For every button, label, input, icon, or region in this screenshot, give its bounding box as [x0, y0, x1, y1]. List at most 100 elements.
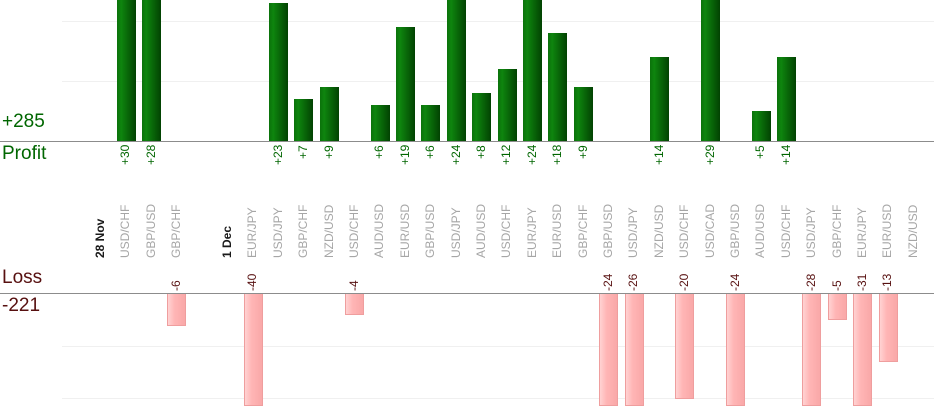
pair-label: AUD/USD — [753, 203, 768, 258]
loss-bar — [345, 294, 365, 315]
profit-value: +14 — [651, 145, 666, 166]
profit-bar — [446, 0, 466, 141]
profit-bar — [472, 93, 492, 141]
profit-bar — [548, 33, 568, 141]
profit-total: +285 — [2, 111, 45, 132]
profit-bar — [497, 69, 517, 141]
pair-label: USD/JPY — [270, 207, 285, 258]
pair-label: USD/CHF — [677, 204, 692, 258]
pair-label: NZD/USD — [905, 204, 920, 258]
profit-value: +6 — [372, 145, 387, 159]
profit-bar — [370, 105, 390, 141]
pair-label: USD/JPY — [626, 207, 641, 258]
pair-label: GBP/CHF — [169, 204, 184, 258]
date-label: 1 Dec — [220, 225, 234, 258]
profit-bar — [421, 105, 441, 141]
profit-bar — [116, 0, 136, 141]
loss-bar — [827, 294, 847, 321]
pair-label: EUR/JPY — [855, 207, 869, 258]
loss-bar — [599, 294, 619, 406]
profit-value: +9 — [575, 145, 590, 159]
pair-label: GBP/CHF — [829, 204, 844, 258]
profit-plot-area — [0, 0, 934, 141]
pair-label: EUR/USD — [397, 203, 412, 258]
loss-value: -5 — [829, 280, 844, 291]
profit-gridline — [62, 21, 934, 22]
pair-label: AUD/USD — [474, 203, 488, 258]
profit-bar — [319, 87, 339, 141]
pair-label: USD/CHF — [778, 204, 793, 258]
loss-gridline — [62, 398, 934, 399]
profit-bar — [269, 3, 288, 141]
profit-axis-line — [0, 141, 934, 142]
loss-value: -28 — [804, 273, 819, 291]
pair-label: EUR/JPY — [524, 207, 539, 258]
profit-value: +8 — [474, 145, 488, 159]
loss-bar — [726, 294, 746, 406]
loss-value-labels: -6 -40 -4 -24 -26 -20 -24 -28 -5 -31 -13 — [0, 254, 934, 291]
date-label: 28 Nov — [93, 218, 107, 258]
profit-value: +14 — [778, 145, 793, 166]
profit-bar — [777, 57, 796, 141]
loss-value: -20 — [677, 273, 692, 291]
loss-value: -40 — [245, 273, 260, 291]
loss-bar — [878, 294, 898, 363]
loss-axis-line — [0, 293, 934, 294]
pair-label: EUR/USD — [550, 203, 565, 258]
loss-value: -24 — [728, 273, 742, 291]
profit-value: +30 — [118, 145, 133, 166]
profit-value: +5 — [753, 145, 768, 159]
loss-gridline — [62, 346, 934, 347]
profit-bar — [751, 111, 771, 141]
profit-value-labels: +30 +28 +23 +7 +9 +6 +19 +6 +24 +8 +12 +24 +18 +9 +14 +… — [0, 145, 934, 183]
profit-value: +12 — [499, 145, 514, 166]
pair-label: USD/JPY — [448, 207, 463, 258]
loss-value: -26 — [626, 273, 641, 291]
profit-axis-title: Profit — [2, 143, 47, 164]
profit-bar — [523, 0, 542, 141]
profit-value: +9 — [321, 145, 336, 159]
pair-label: NZD/USD — [651, 204, 666, 258]
profit-value: +6 — [423, 145, 438, 159]
pair-label: GBP/USD — [423, 203, 438, 258]
pair-label: GBP/USD — [601, 203, 615, 258]
loss-value: -6 — [169, 280, 184, 291]
loss-axis-title: Loss — [2, 267, 43, 288]
loss-value: -13 — [880, 273, 895, 291]
loss-bar — [675, 294, 695, 399]
loss-total: -221 — [2, 295, 41, 316]
pair-label: EUR/JPY — [245, 207, 260, 258]
profit-value: +24 — [524, 145, 539, 166]
pair-label: AUD/USD — [372, 203, 387, 258]
profit-bar — [294, 99, 314, 141]
loss-plot-area — [0, 294, 934, 407]
loss-bar — [243, 294, 263, 406]
profit-bar — [650, 57, 669, 141]
pair-label: GBP/USD — [143, 203, 158, 258]
profit-bar — [142, 0, 161, 141]
pair-label: EUR/USD — [880, 203, 895, 258]
category-labels: 28 Nov USD/CHF GBP/USD GBP/CHF 1 Dec EUR/JPY U… — [0, 182, 934, 258]
pair-label: USD/CHF — [347, 204, 361, 258]
profit-value: +19 — [397, 145, 412, 166]
profit-bar — [396, 27, 415, 141]
pair-label: NZD/USD — [321, 204, 336, 258]
loss-bar — [853, 294, 873, 406]
pair-label: USD/CAD — [702, 203, 717, 258]
loss-bar — [802, 294, 822, 406]
pair-label: GBP/CHF — [575, 204, 590, 258]
pair-label: USD/CHF — [118, 204, 133, 258]
loss-value: -24 — [601, 273, 615, 291]
profit-value: +23 — [270, 145, 285, 166]
profit-value: +18 — [550, 145, 565, 166]
profit-value: +29 — [702, 145, 717, 166]
profit-value: +24 — [448, 145, 463, 166]
loss-bar — [167, 294, 187, 326]
loss-value: -31 — [855, 273, 869, 291]
profit-bar — [573, 87, 593, 141]
profit-bar — [700, 0, 720, 141]
pair-label: USD/CHF — [499, 204, 514, 258]
profit-value: +7 — [296, 145, 311, 159]
pair-label: GBP/CHF — [296, 204, 311, 258]
